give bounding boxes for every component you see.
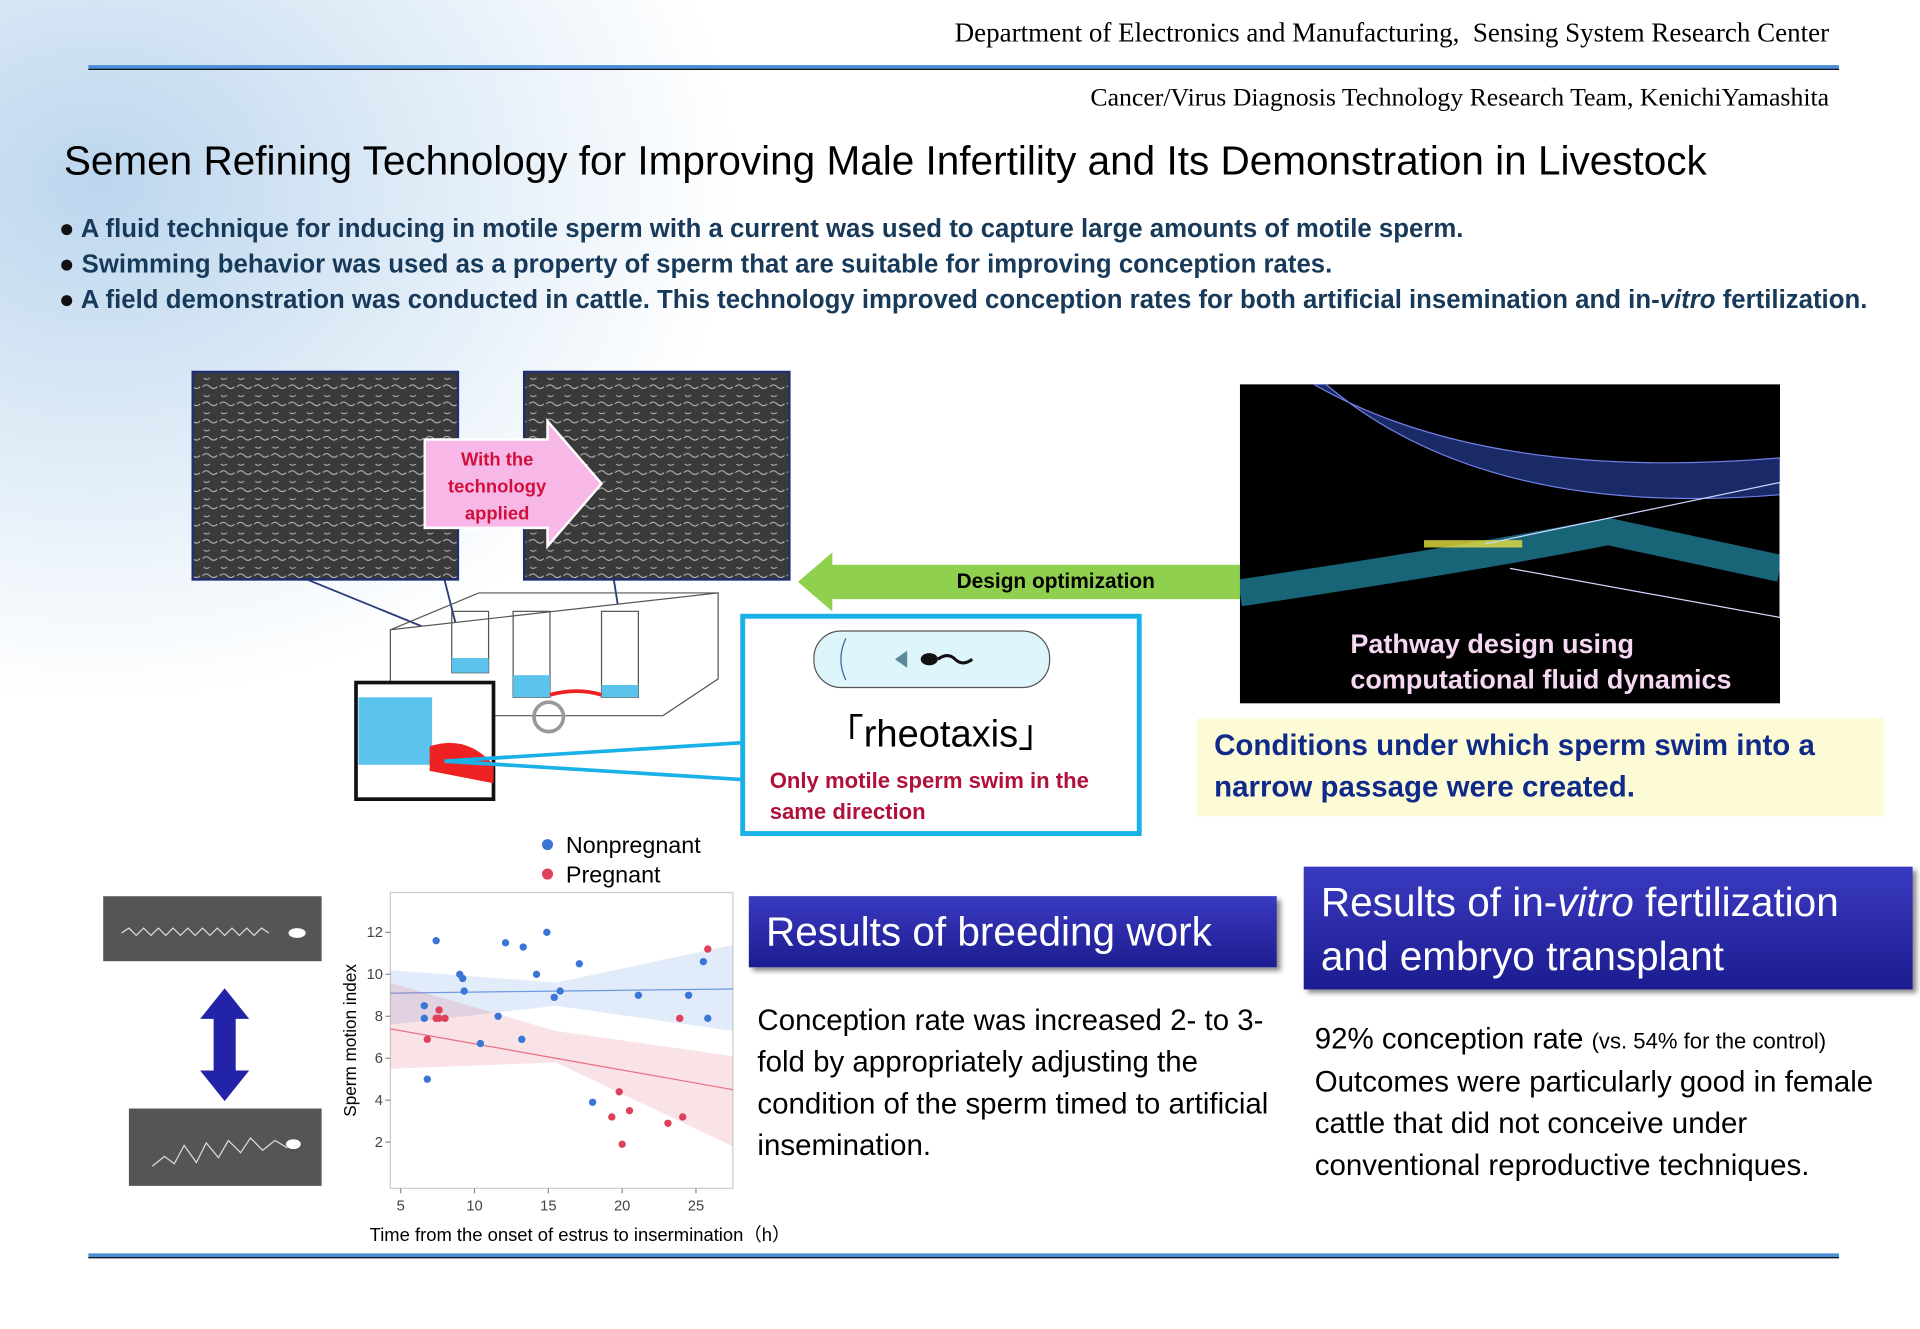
point bbox=[420, 1014, 429, 1023]
x-tick-label: 5 bbox=[397, 1198, 405, 1214]
point bbox=[615, 1088, 623, 1096]
callout-line bbox=[444, 740, 743, 782]
point bbox=[459, 974, 467, 983]
point bbox=[476, 1039, 485, 1048]
point bbox=[441, 1014, 449, 1023]
point bbox=[679, 1113, 687, 1121]
bullet-dot: ● bbox=[58, 250, 82, 279]
point bbox=[423, 1035, 431, 1044]
legend-label: Pregnant bbox=[566, 862, 661, 888]
breeding-text: Conception rate was increased 2- to 3-fo… bbox=[757, 1004, 1269, 1163]
fit-line bbox=[390, 988, 733, 994]
point bbox=[699, 958, 708, 966]
point bbox=[556, 987, 564, 995]
breeding-heading: Results of breeding work bbox=[748, 896, 1277, 968]
sperm-tracks bbox=[103, 896, 322, 1186]
cfd-caption: Pathway design using computational fluid… bbox=[1350, 628, 1732, 695]
design-arrow bbox=[797, 552, 1292, 612]
device-illustration bbox=[191, 370, 791, 802]
point bbox=[435, 1006, 443, 1014]
fit-line bbox=[390, 1028, 733, 1091]
y-tick-label: 8 bbox=[375, 1009, 383, 1025]
rule bbox=[88, 65, 1839, 70]
rule bbox=[88, 1253, 1839, 1259]
ivf-text: 92% conception rate (vs. 54% for the con… bbox=[1315, 1019, 1910, 1187]
y-tick-label: 12 bbox=[367, 925, 383, 941]
confidence-band bbox=[390, 982, 733, 1147]
design-label: Design optimization bbox=[956, 569, 1155, 593]
point bbox=[625, 1106, 634, 1115]
point bbox=[550, 993, 558, 1002]
bullet: ● A fluid technique for inducing in moti… bbox=[59, 211, 1888, 247]
bullet-text: Swimming behavior was used as a property… bbox=[81, 250, 1333, 279]
bullet-text: vitro bbox=[1659, 286, 1716, 315]
point bbox=[634, 991, 643, 999]
point bbox=[618, 1140, 626, 1148]
legend-marker bbox=[541, 868, 554, 880]
x-tick-label: 15 bbox=[540, 1198, 556, 1214]
point bbox=[664, 1119, 672, 1127]
point bbox=[501, 939, 510, 947]
y-axis-label: Sperm motion index bbox=[340, 964, 360, 1117]
rheotaxis-label: 「rheotaxis」 bbox=[825, 712, 1057, 755]
scatter-chart: 5 10 15 20 25 2 4 6 8 10 12 Time from the onset of … bbox=[340, 832, 791, 1245]
bullet-text: A fluid technique for inducing in motile… bbox=[80, 214, 1464, 244]
bullet-text: fertilization. bbox=[1715, 286, 1868, 315]
point bbox=[423, 1075, 431, 1083]
plot-area bbox=[389, 891, 734, 1189]
x-tick-label: 20 bbox=[614, 1198, 630, 1214]
department: Department of Electronics and Manufactur… bbox=[954, 17, 1830, 48]
ivf-body: Outcomes were particularly good in femal… bbox=[1314, 1065, 1874, 1183]
cfd-image bbox=[1239, 384, 1781, 704]
point bbox=[684, 991, 693, 999]
legend-marker bbox=[541, 839, 554, 851]
point bbox=[432, 937, 440, 945]
y-tick-label: 6 bbox=[375, 1051, 383, 1067]
point bbox=[588, 1098, 597, 1106]
bullet-dot: ● bbox=[58, 214, 81, 244]
team: Cancer/Virus Diagnosis Technology Resear… bbox=[1090, 82, 1830, 112]
point bbox=[494, 1012, 502, 1020]
point bbox=[543, 928, 551, 937]
heading-text: Results of in- bbox=[1320, 878, 1558, 925]
y-tick-label: 10 bbox=[367, 967, 383, 983]
point bbox=[420, 1002, 429, 1010]
bullet-dot: ● bbox=[58, 286, 81, 315]
ivf-heading: Results of in-vitro fertilization and em… bbox=[1303, 866, 1913, 990]
point bbox=[519, 943, 527, 951]
point bbox=[435, 1014, 443, 1023]
bullet-list: ● A fluid technique for inducing in moti… bbox=[59, 211, 1888, 318]
ivf-lead: 92% conception rate bbox=[1314, 1022, 1584, 1056]
bullet: ● Swimming behavior was used as a proper… bbox=[59, 247, 1888, 283]
arrow-label: With the technology applied bbox=[448, 449, 547, 525]
point bbox=[575, 960, 584, 968]
bullet-text: A field demonstration was conducted in c… bbox=[80, 286, 1660, 315]
point bbox=[460, 987, 468, 995]
legend-label: Nonpregnant bbox=[566, 832, 701, 858]
x-tick-label: 10 bbox=[466, 1198, 482, 1214]
point bbox=[608, 1113, 616, 1121]
point bbox=[704, 1014, 712, 1023]
y-tick-label: 2 bbox=[375, 1135, 383, 1151]
conditions-note: Conditions under which sperm swim into a… bbox=[1196, 718, 1885, 817]
title: Semen Refining Technology for Improving … bbox=[63, 137, 1707, 183]
rheotaxis-note: Only motile sperm swim in the same direc… bbox=[769, 768, 1089, 824]
heading-text: fertilization and embryo transplant bbox=[1320, 878, 1839, 979]
y-tick-label: 4 bbox=[375, 1093, 383, 1109]
x-axis-label: Time from the onset of estrus to insermi… bbox=[370, 1224, 791, 1245]
bullet: ● A field demonstration was conducted in… bbox=[59, 282, 1888, 318]
ivf-note: (vs. 54% for the control) bbox=[1591, 1028, 1827, 1054]
point bbox=[676, 1014, 684, 1023]
tube-icon bbox=[813, 630, 1051, 689]
point bbox=[518, 1035, 526, 1044]
x-tick-label: 25 bbox=[688, 1198, 704, 1214]
heading-text: vitro bbox=[1557, 878, 1634, 925]
point bbox=[532, 970, 541, 978]
rheotaxis-box: 「rheotaxis」 Only motile sperm swim in th… bbox=[740, 613, 1142, 836]
point bbox=[704, 945, 712, 953]
